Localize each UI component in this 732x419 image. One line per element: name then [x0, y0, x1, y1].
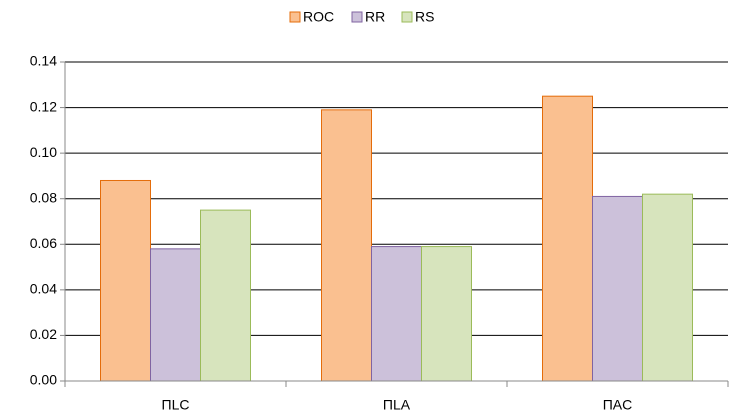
- y-tick-label: 0.08: [30, 189, 57, 205]
- bar: [542, 95, 593, 382]
- x-tick-label: ПAC: [603, 397, 633, 413]
- legend-swatch: [401, 11, 413, 23]
- x-tick-label: ПLC: [162, 397, 190, 413]
- legend-label: RR: [365, 9, 385, 25]
- y-tick-label: 0.10: [30, 144, 57, 160]
- bar: [642, 193, 693, 382]
- bar: [371, 246, 422, 382]
- bar: [592, 195, 643, 382]
- y-tick-label: 0.06: [30, 235, 57, 251]
- y-tick-label: 0.04: [30, 281, 57, 297]
- y-tick-label: 0.02: [30, 326, 57, 342]
- legend-label: ROC: [303, 9, 334, 25]
- bar: [200, 209, 251, 382]
- legend-label: RS: [415, 9, 434, 25]
- x-tick-label: ПLA: [383, 397, 411, 413]
- bar: [421, 246, 472, 382]
- y-tick-label: 0.12: [30, 98, 57, 114]
- legend-swatch: [351, 11, 363, 23]
- y-tick-label: 0.14: [30, 53, 57, 69]
- bar: [321, 109, 372, 382]
- bar: [150, 248, 201, 382]
- bar: [100, 179, 151, 382]
- legend-swatch: [289, 11, 301, 23]
- y-tick-label: 0.00: [30, 372, 57, 388]
